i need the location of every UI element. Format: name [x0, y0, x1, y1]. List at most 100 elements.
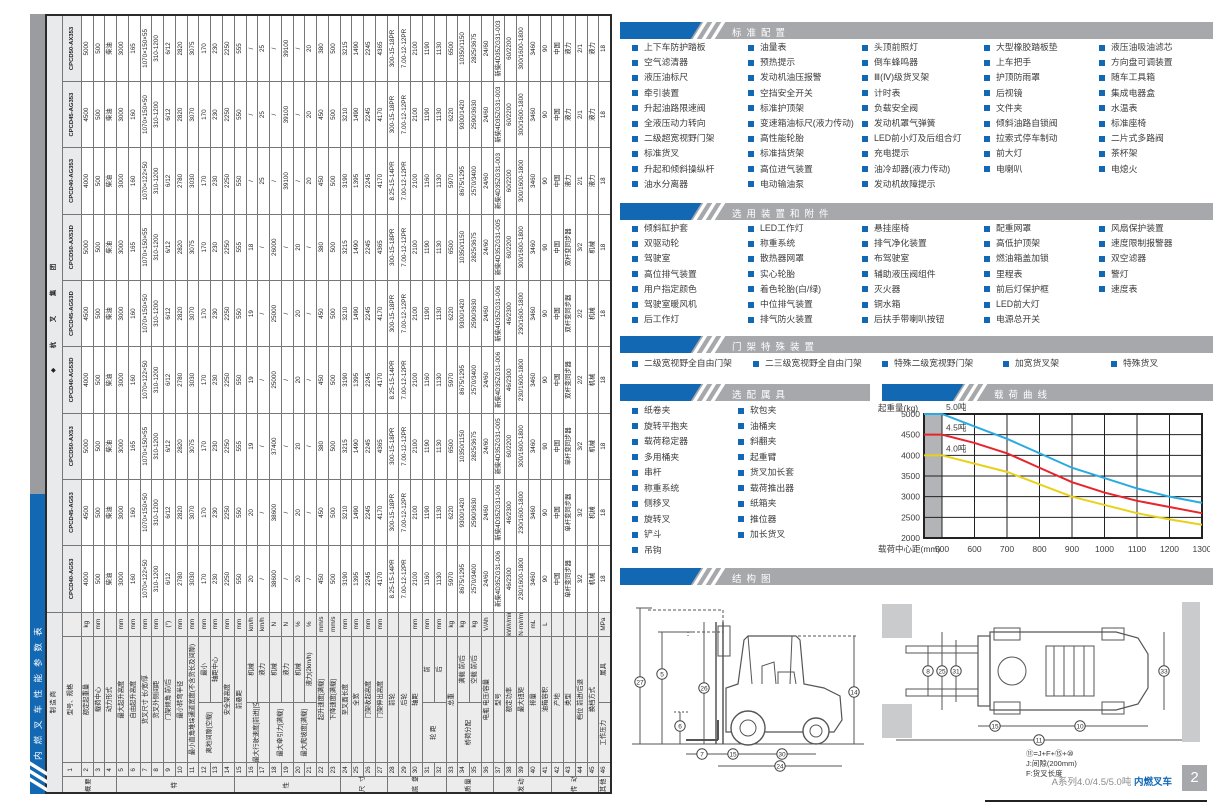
config-item: 排气防火装置	[748, 312, 862, 327]
config-item: 载荷稳定器	[632, 434, 738, 450]
row-group-label: 传 动	[551, 776, 599, 793]
param-value: 2825/3675	[469, 413, 482, 480]
spec-table-banner: 内燃叉车性能参数表	[28, 14, 47, 794]
param-subname: 后	[434, 636, 447, 703]
param-name: 全宽	[351, 636, 364, 763]
bullet-square-icon	[1099, 44, 1105, 51]
param-value: 中国	[551, 147, 564, 215]
config-item-label: 随车工具箱	[1111, 72, 1155, 83]
param-value: 2590/3630	[469, 479, 482, 546]
param-value: /	[257, 346, 270, 414]
param-value: 3000	[116, 147, 129, 215]
param-value: 4500	[81, 81, 94, 148]
param-value: 24/60	[481, 479, 494, 546]
param-value: 9300/1420	[457, 280, 470, 347]
config-item: 速度限制报警器	[1099, 236, 1205, 251]
config-item: 称重系统	[632, 481, 738, 497]
config-item-label: 发动机罩气弹簧	[874, 118, 936, 129]
param-value: 中国	[551, 413, 564, 480]
param-value: 7.00-12-12PR	[398, 346, 411, 414]
param-value: 4000	[81, 147, 94, 215]
config-item: 斜翻夹	[738, 434, 862, 450]
param-value: 1160	[422, 346, 435, 414]
param-value: 230/1600-1800	[516, 280, 529, 347]
param-value: 19	[246, 413, 258, 480]
param-value: 25	[257, 147, 270, 215]
param-unit: mm	[234, 612, 247, 637]
param-value: /	[293, 15, 305, 82]
row-number: 28	[387, 762, 399, 777]
param-value: 柴油	[104, 545, 117, 613]
param-value: 2570/3400	[469, 346, 482, 414]
param-value: 1070×122×50	[140, 147, 152, 215]
param-value: 机械	[587, 479, 599, 546]
config-item-label: 负载安全阀	[874, 102, 918, 113]
param-value: 2/1	[575, 81, 588, 148]
param-value: 90	[540, 545, 552, 613]
param-value: 2250	[222, 81, 235, 148]
param-value: 新柴4D35ZG31-006	[493, 479, 505, 546]
svg-text:24: 24	[776, 763, 784, 770]
config-item: 着色轮胎(白/绿)	[748, 282, 862, 297]
config-item: 护顶防雨罩	[984, 70, 1099, 85]
config-item-label: 高位进气装置	[760, 163, 813, 174]
row-number: 2	[81, 762, 94, 777]
config-item-label: 大型橡胶踏板垫	[996, 42, 1058, 52]
param-value: 550	[234, 346, 247, 414]
model-name: CPCD40-AG53D	[62, 346, 82, 414]
spec-table: 制 造 商 ◆ 杭 叉 集 团概要 1 型号、规格 CPCD40-AG53 CPCD45-…	[45, 14, 612, 794]
config-item-label: 变速箱油标尺(液力传动)	[760, 118, 854, 129]
param-unit: mL	[528, 612, 541, 637]
param-name: 载荷中心	[93, 636, 105, 763]
param-value: 3210	[340, 280, 352, 347]
param-value: 1395	[351, 545, 364, 613]
param-value: 3000	[116, 413, 129, 480]
param-value: 1490	[351, 214, 364, 281]
param-value: 170	[198, 545, 211, 613]
svg-text:15: 15	[729, 751, 737, 758]
param-value: /	[304, 413, 317, 480]
param-value: 新柴4D35ZG31-006	[493, 545, 505, 613]
param-value: 2245	[363, 147, 376, 215]
param-value: 2590/3630	[469, 81, 482, 148]
param-value: 双杆变同步器	[563, 280, 576, 347]
param-unit: mm	[375, 612, 388, 637]
param-unit: N·m/r/min	[516, 612, 529, 637]
param-value: 230	[210, 147, 223, 215]
param-value: 450	[316, 81, 329, 148]
row-number: 29	[398, 762, 411, 777]
config-item-label: 上下车防护踏板	[644, 42, 706, 52]
param-value: 20	[293, 413, 305, 480]
param-value: 46/2300	[504, 346, 517, 414]
config-item-label: 二级宽视野全自由门架	[644, 358, 732, 368]
param-value: 380	[316, 214, 329, 281]
param-value: 机械	[587, 346, 599, 414]
bullet-square-icon	[738, 485, 744, 492]
param-value: 160	[128, 346, 141, 414]
param-value: 4170	[375, 280, 388, 347]
svg-text:4000: 4000	[901, 450, 920, 460]
param-value: 230	[210, 280, 223, 347]
config-item-label: 驾驶室暖风机	[644, 299, 697, 310]
param-value: 550	[234, 81, 247, 148]
param-value: /	[257, 479, 270, 546]
param-value: 170	[198, 214, 211, 281]
param-value: 1070×122×50	[140, 346, 152, 414]
config-item: 灭火器	[862, 282, 984, 297]
config-item-label: 加宽货叉架	[1015, 358, 1059, 368]
bullet-square-icon	[748, 301, 754, 308]
param-name: 最大起升高度	[116, 636, 129, 763]
list-column: 软包夹 油桶夹 斜翻夹 起重臂 货叉加长套 载荷推出器 纸箱夹 推位器 加长货叉	[738, 403, 862, 558]
param-value: 3075	[187, 413, 199, 480]
param-value: 7.00-12-12PR	[398, 280, 411, 347]
config-item: 特殊货叉	[1111, 356, 1201, 371]
param-value: 3460	[528, 479, 541, 546]
param-value: 2245	[363, 15, 376, 82]
param-value: 2820	[175, 479, 188, 546]
param-value: 230	[210, 413, 223, 480]
param-name: 安全架高度	[222, 636, 235, 763]
bullet-square-icon	[1099, 59, 1105, 66]
config-item: 标准挡货架	[748, 146, 862, 161]
svg-text:5: 5	[660, 671, 664, 678]
param-subname: 机械	[293, 636, 305, 703]
